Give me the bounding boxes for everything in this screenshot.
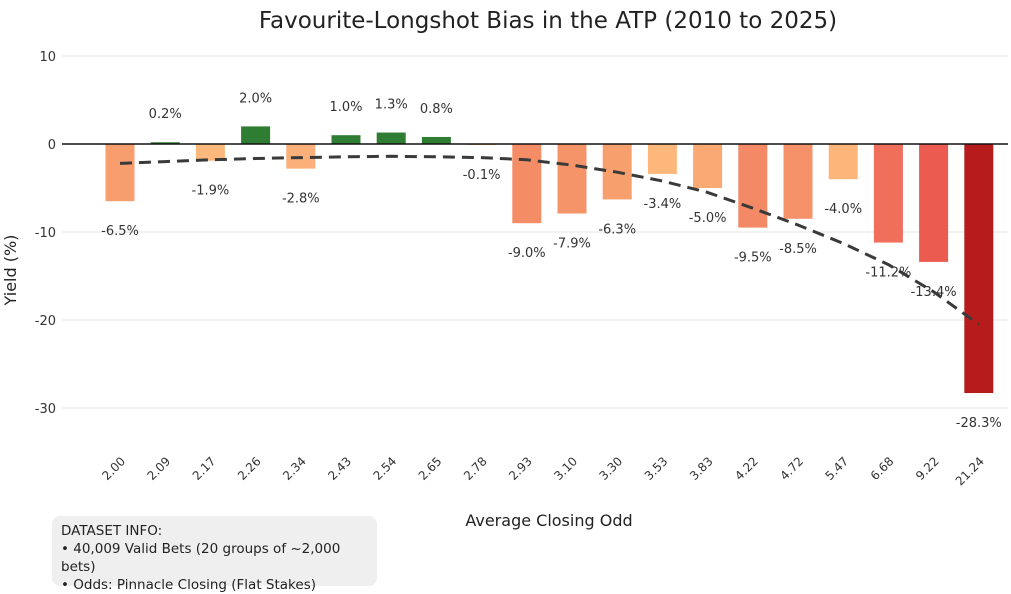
x-tick-label: 3.53 <box>642 454 671 483</box>
bar <box>919 144 949 262</box>
data-label: -2.8% <box>282 192 320 207</box>
x-tick-label: 4.22 <box>732 454 761 483</box>
y-tick-label: 0 <box>48 138 56 153</box>
x-tick-label: 2.43 <box>325 454 354 483</box>
bar <box>647 144 677 174</box>
data-label: -8.5% <box>779 242 817 257</box>
x-tick-label: 2.00 <box>99 454 128 483</box>
y-tick-label: -20 <box>35 314 56 329</box>
bar <box>828 144 858 180</box>
x-tick-label: 2.65 <box>416 454 445 483</box>
data-label: -1.9% <box>192 184 230 199</box>
data-label: -6.3% <box>598 222 636 237</box>
data-label: -9.5% <box>734 251 772 266</box>
data-label: -9.0% <box>508 246 546 261</box>
x-tick-label: 2.09 <box>145 454 174 483</box>
bar <box>421 136 451 144</box>
bar <box>150 142 180 144</box>
data-label: -0.1% <box>463 168 501 183</box>
bar <box>873 144 903 243</box>
bar <box>557 144 587 214</box>
x-tick-label: 3.30 <box>597 454 626 483</box>
x-tick-label: 6.68 <box>868 454 897 483</box>
data-label: 1.0% <box>329 100 362 115</box>
bar <box>195 144 225 161</box>
bar <box>331 135 361 144</box>
data-label: -11.2% <box>865 266 911 281</box>
bar <box>964 144 994 394</box>
y-tick-label: -30 <box>35 402 56 417</box>
x-tick-label: 2.78 <box>461 454 490 483</box>
data-label: 2.0% <box>239 91 272 106</box>
data-label: 1.3% <box>375 98 408 113</box>
y-tick-label: -10 <box>35 226 56 241</box>
bar-chart: Favourite-Longshot Bias in the ATP (2010… <box>1 8 1008 530</box>
bar <box>376 132 406 144</box>
data-label: 0.2% <box>149 107 182 122</box>
x-tick-label: 2.26 <box>235 454 264 483</box>
data-label: -6.5% <box>101 224 139 239</box>
x-axis-label: Average Closing Odd <box>465 511 632 530</box>
info-line: • 40,009 Valid Bets (20 groups of ~2,000… <box>61 541 341 575</box>
x-tick-label: 2.34 <box>280 454 309 483</box>
bar <box>693 144 723 188</box>
trend-line <box>119 154 980 326</box>
bar <box>512 144 542 224</box>
info-heading: DATASET INFO: <box>61 523 163 539</box>
data-label: -28.3% <box>956 416 1002 431</box>
data-label: -5.0% <box>689 211 727 226</box>
x-tick-label: 2.17 <box>190 454 219 483</box>
x-tick-label: 21.24 <box>953 454 987 488</box>
y-axis-label: Yield (%) <box>1 235 20 307</box>
chart-title: Favourite-Longshot Bias in the ATP (2010… <box>259 8 837 34</box>
x-tick-label: 3.10 <box>551 454 580 483</box>
x-tick-label: 2.93 <box>506 454 535 483</box>
data-label: 0.8% <box>420 102 453 117</box>
data-label: -4.0% <box>824 202 862 217</box>
x-tick-label: 4.72 <box>777 454 806 483</box>
x-tick-label: 5.47 <box>823 454 852 483</box>
data-label: -13.4% <box>911 285 957 300</box>
x-tick-label: 2.54 <box>371 454 400 483</box>
bar <box>783 144 813 219</box>
bar <box>241 126 271 144</box>
x-tick-label: 3.83 <box>687 454 716 483</box>
data-label: -7.9% <box>553 237 591 252</box>
data-label: -3.4% <box>644 197 682 212</box>
info-line: • Odds: Pinnacle Closing (Flat Stakes) <box>61 577 316 593</box>
x-tick-label: 9.22 <box>913 454 942 483</box>
y-tick-label: 10 <box>39 50 56 65</box>
bar <box>105 144 135 202</box>
bar <box>738 144 768 228</box>
dataset-info-box: DATASET INFO: • 40,009 Valid Bets (20 gr… <box>52 516 377 593</box>
